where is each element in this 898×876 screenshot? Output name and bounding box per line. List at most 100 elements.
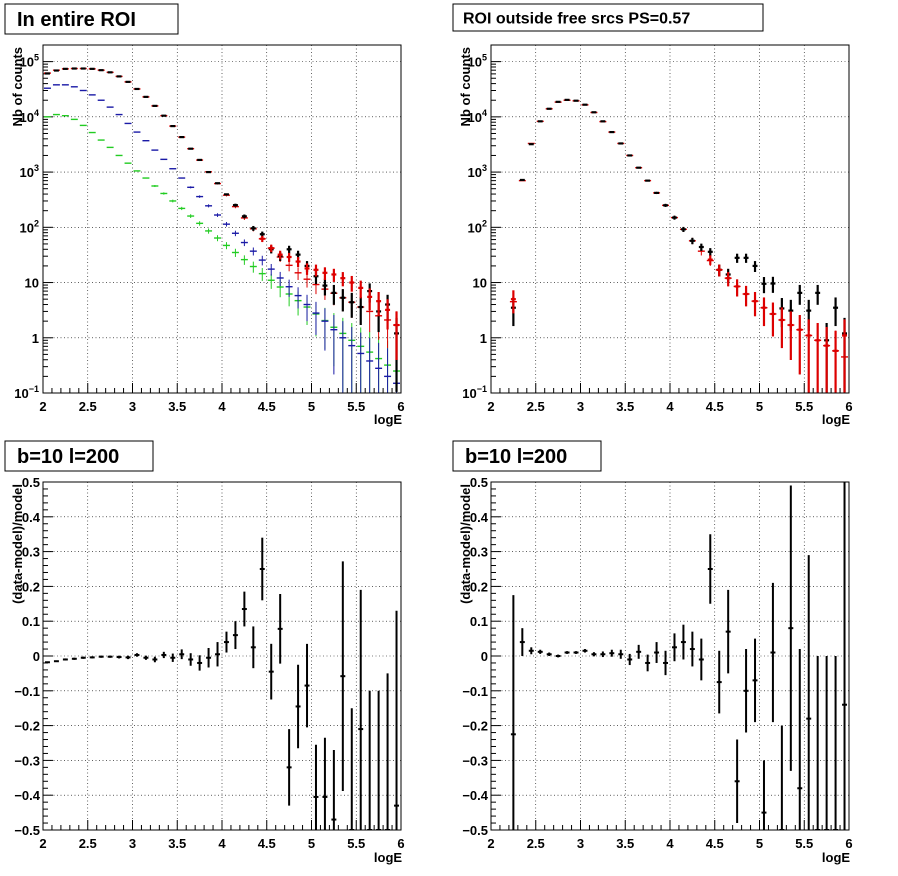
- x-tick-label: 6: [397, 399, 404, 414]
- series-0: [45, 537, 399, 830]
- y-tick-label: 104: [468, 108, 487, 125]
- residual-point: [116, 655, 122, 659]
- model-bin: [321, 308, 329, 351]
- model-bin: [267, 263, 275, 276]
- residual-point: [331, 749, 337, 830]
- data-point: [698, 243, 704, 251]
- x-tick-label: 4: [218, 836, 226, 851]
- residual-point: [45, 661, 50, 664]
- data-point: [313, 264, 319, 277]
- residual-point: [277, 594, 283, 664]
- residual-point: [734, 739, 740, 824]
- data-point: [358, 296, 364, 326]
- model-bin: [258, 255, 266, 266]
- x-tick-label: 3: [577, 836, 584, 851]
- y-tick-labels: 10−1 1 10 102 103 104 105: [462, 53, 487, 401]
- residual-point: [170, 653, 176, 662]
- model-bin: [357, 332, 365, 393]
- y-tick-label: 105: [468, 53, 487, 70]
- data-point: [797, 315, 803, 375]
- x-tick-label: 5: [308, 399, 315, 414]
- x-tick-label: 2: [39, 399, 46, 414]
- model-bin: [339, 321, 347, 393]
- residual-point: [376, 690, 382, 830]
- model-bin: [285, 279, 293, 297]
- model-bin: [231, 230, 239, 237]
- model-bin: [240, 239, 248, 247]
- residual-point: [573, 651, 579, 654]
- y-tick-label: 10−1: [462, 384, 487, 401]
- residual-point: [161, 651, 167, 659]
- grid: [490, 481, 850, 831]
- model-bin: [375, 342, 383, 393]
- model-bin: [294, 287, 302, 309]
- residual-point: [842, 482, 847, 830]
- model-bin: [214, 235, 221, 242]
- data-point: [340, 289, 346, 312]
- residual-point: [71, 657, 77, 660]
- residual-point: [188, 653, 194, 666]
- data-point: [232, 203, 238, 207]
- x-tick-labels: 2 2.5 3 3.5 4 4.5 5 5.5 6: [39, 836, 404, 851]
- data-point: [833, 330, 839, 393]
- grid: [42, 481, 402, 831]
- residual-point: [125, 655, 131, 660]
- model-bin: [303, 272, 311, 288]
- residual-point: [286, 729, 292, 806]
- data-point: [286, 252, 292, 262]
- x-tick-label: 5.5: [795, 399, 813, 414]
- model-bin: [303, 294, 311, 322]
- x-tick-label: 2: [487, 836, 494, 851]
- y-tick-labels: 10−1 1 10 102 103 104 105: [14, 53, 39, 401]
- series-layer: [510, 482, 847, 830]
- y-tick-label: −0.3: [14, 753, 40, 768]
- series-4: [259, 235, 399, 360]
- y-tick-label: 0.2: [470, 579, 488, 594]
- x-tick-label: 3.5: [616, 836, 634, 851]
- data-point: [295, 257, 301, 268]
- y-tick-label: 0.4: [22, 510, 41, 525]
- data-point: [385, 299, 391, 330]
- residual-point: [663, 650, 668, 676]
- y-tick-label: 0.5: [22, 475, 40, 490]
- series-1: [44, 84, 400, 393]
- y-tick-labels: −0.5 −0.4 −0.3 −0.2 −0.1 0 0.1 0.2 0.3 0.4 0.5: [462, 475, 488, 838]
- model-bin: [276, 271, 284, 287]
- y-tick-label: 10: [473, 276, 487, 291]
- y-axis-title: Nb of counts: [10, 47, 25, 126]
- residual-point: [197, 655, 203, 671]
- x-tick-label: 6: [845, 399, 852, 414]
- panel-bottom-left-residuals: 2 2.5 3 3.5 4 4.5 5 5.5 6 −0.5 −0.4 −0.3 −0.2 −0.1 0 0.…: [4, 440, 405, 865]
- y-tick-label: 102: [468, 218, 487, 235]
- y-tick-label: 1: [32, 331, 39, 346]
- chart-title-text: In entire ROI: [17, 9, 136, 31]
- y-tick-labels: −0.5 −0.4 −0.3 −0.2 −0.1 0 0.1 0.2 0.3 0.4 0.5: [14, 475, 40, 838]
- residual-point: [546, 652, 552, 656]
- y-tick-label: 0.1: [22, 614, 40, 629]
- y-tick-label: 0.4: [470, 510, 489, 525]
- x-axis-title: logE: [374, 850, 402, 865]
- residual-point: [707, 534, 713, 604]
- x-tick-label: 3.5: [616, 399, 634, 414]
- data-point: [268, 244, 274, 253]
- residual-point: [815, 656, 821, 830]
- residual-point: [797, 649, 803, 830]
- data-point: [707, 255, 713, 265]
- x-axis-title: logE: [374, 412, 402, 427]
- residual-point: [725, 589, 731, 674]
- data-point: [716, 264, 722, 277]
- residual-point: [322, 737, 328, 830]
- y-tick-label: −0.5: [14, 823, 40, 838]
- x-tick-label: 3.5: [168, 836, 186, 851]
- residual-point: [304, 643, 310, 728]
- data-point: [376, 291, 382, 317]
- y-tick-label: −0.2: [14, 719, 40, 734]
- residual-point: [788, 485, 794, 771]
- model-bin: [160, 192, 168, 195]
- y-tick-label: 0: [481, 649, 488, 664]
- series-0: [509, 99, 848, 393]
- data-point: [797, 284, 803, 305]
- residual-point: [600, 651, 606, 658]
- plot-frame: [42, 44, 402, 394]
- x-tick-label: 2.5: [79, 836, 97, 851]
